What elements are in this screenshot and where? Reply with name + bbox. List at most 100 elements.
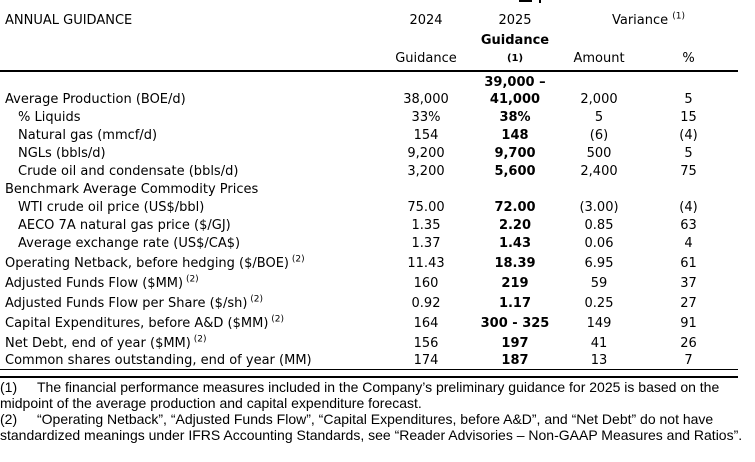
- row-label: % Liquids: [18, 110, 81, 125]
- row-label: Adjusted Funds Flow per Share ($/sh) (2): [5, 294, 264, 311]
- value-variance-amount: 0.06: [584, 236, 614, 251]
- value-2025-guidance: 72.00: [494, 200, 536, 215]
- row-label: WTI crude oil price (US$/bbl): [18, 200, 205, 215]
- value-2024-guidance: 3,200: [407, 164, 445, 179]
- value-2024-guidance: 1.37: [411, 236, 441, 251]
- row-label: Adjusted Funds Flow ($MM) (2): [5, 274, 199, 291]
- row-label: Operating Netback, before hedging ($/BOE…: [5, 254, 305, 271]
- value-2025-guidance: 2.20: [498, 218, 532, 233]
- footnotes: (1) The financial performance measures in…: [0, 379, 745, 443]
- value-variance-amount: 500: [586, 146, 612, 161]
- column-header-2024: 2024: [409, 13, 443, 28]
- row-label: NGLs (bbls/d): [18, 146, 106, 161]
- value-2025-guidance: 1.43: [498, 236, 532, 251]
- table-bottom-rule: [0, 370, 738, 378]
- table-row: NGLs (bbls/d) 9,200 9,700 500 5: [0, 144, 738, 162]
- value-variance-amount: 2,000: [580, 92, 618, 107]
- header-row-1: ANNUAL GUIDANCE 2024 2025 Variance (1): [0, 11, 738, 28]
- value-variance-percent: 91: [680, 316, 697, 331]
- table-row: Net Debt, end of year ($MM) (2) 156 197 …: [0, 332, 738, 352]
- value-variance-percent: 15: [680, 110, 697, 125]
- value-2024-guidance: 160: [413, 276, 439, 291]
- table-body: Average Production (BOE/d) 38,000 39,000…: [0, 72, 738, 370]
- value-variance-percent: 5: [684, 146, 693, 161]
- value-2025-guidance: 197: [501, 336, 529, 351]
- column-header-2025: 2025: [498, 13, 532, 28]
- value-variance-percent: 26: [680, 336, 697, 351]
- header-spacer: [0, 33, 471, 48]
- header-spacer: [0, 51, 381, 66]
- footnote-number: (1): [0, 379, 18, 395]
- value-2025-guidance: 1.17: [498, 296, 532, 311]
- value-variance-percent: (4): [679, 128, 698, 143]
- value-variance-amount: (3.00): [579, 200, 619, 215]
- value-2024-guidance: 9,200: [407, 146, 445, 161]
- table-row: Common shares outstanding, end of year (…: [0, 352, 738, 370]
- variance-label: Variance: [611, 13, 669, 28]
- row-label: Crude oil and condensate (bbls/d): [18, 164, 239, 179]
- row-label: Net Debt, end of year ($MM) (2): [5, 334, 207, 351]
- value-variance-amount: (6): [589, 128, 609, 143]
- table-row: Benchmark Average Commodity Prices: [0, 180, 738, 198]
- value-2024-guidance: 11.43: [407, 256, 445, 271]
- row-label: AECO 7A natural gas price ($/GJ): [18, 218, 231, 233]
- value-2025-guidance: 39,000 – 41,000: [484, 75, 546, 107]
- value-2025-guidance: 5,600: [494, 164, 536, 179]
- table-row: Operating Netback, before hedging ($/BOE…: [0, 252, 738, 272]
- column-subheader-2025-guidance: Guidance: [480, 33, 550, 48]
- footnote: (2) “Operating Netback”, “Adjusted Funds …: [0, 411, 745, 443]
- row-label: Benchmark Average Commodity Prices: [5, 182, 259, 197]
- table-row: Natural gas (mmcf/d) 154 148 (6) (4): [0, 126, 738, 144]
- value-variance-amount: 13: [590, 353, 608, 368]
- table-row: Adjusted Funds Flow ($MM) (2) 160 219 59…: [0, 272, 738, 292]
- value-variance-amount: 59: [590, 276, 608, 291]
- value-variance-amount: 0.25: [584, 296, 614, 311]
- value-variance-amount: 6.95: [584, 256, 614, 271]
- row-label: Average exchange rate (US$/CA$): [18, 236, 241, 251]
- value-variance-amount: 0.85: [584, 218, 614, 233]
- value-variance-amount: 2,400: [580, 164, 618, 179]
- row-label: Capital Expenditures, before A&D ($MM) (…: [5, 314, 285, 331]
- value-2025-guidance: 18.39: [494, 256, 536, 271]
- row-label: Average Production (BOE/d): [5, 92, 186, 107]
- value-variance-amount: 149: [586, 316, 612, 331]
- header-row-3: Guidance (1) Amount %: [0, 51, 738, 66]
- value-variance-percent: 7: [684, 353, 693, 368]
- table-row: Average exchange rate (US$/CA$) 1.37 1.4…: [0, 234, 738, 252]
- value-variance-amount: 41: [590, 336, 608, 351]
- value-2024-guidance: 75.00: [407, 200, 445, 215]
- value-variance-percent: (4): [679, 200, 698, 215]
- value-2024-guidance: 154: [413, 128, 439, 143]
- value-2024-guidance: 38,000: [403, 92, 449, 107]
- table-row: WTI crude oil price (US$/bbl) 75.00 72.0…: [0, 198, 738, 216]
- value-2024-guidance: 1.35: [411, 218, 441, 233]
- value-2025-guidance: 219: [501, 276, 529, 291]
- row-label: Common shares outstanding, end of year (…: [5, 353, 312, 368]
- table-header: ANNUAL GUIDANCE 2024 2025 Variance (1) G…: [0, 0, 738, 72]
- footnote: (1) The financial performance measures in…: [0, 379, 745, 411]
- guidance-footnote-ref: (1): [506, 53, 524, 64]
- footnote-text: The financial performance measures inclu…: [0, 379, 720, 411]
- value-2024-guidance: 156: [413, 336, 439, 351]
- footnote-text: “Operating Netback”, “Adjusted Funds Flo…: [0, 411, 743, 443]
- value-2024-guidance: 0.92: [411, 296, 441, 311]
- column-subheader-amount: Amount: [573, 51, 625, 66]
- value-variance-percent: 61: [680, 256, 697, 271]
- value-variance-percent: 4: [684, 236, 693, 251]
- cropped-text-artifact: [519, 0, 532, 2]
- table-row: Crude oil and condensate (bbls/d) 3,200 …: [0, 162, 738, 180]
- row-label: Natural gas (mmcf/d): [18, 128, 158, 143]
- value-2025-guidance: 9,700: [494, 146, 536, 161]
- variance-footnote-ref: (1): [672, 11, 686, 22]
- table-row: Adjusted Funds Flow per Share ($/sh) (2)…: [0, 292, 738, 312]
- value-2024-guidance: 174: [413, 353, 439, 368]
- table-row: % Liquids 33% 38% 5 15: [0, 108, 738, 126]
- value-variance-percent: 37: [680, 276, 697, 291]
- value-variance-amount: 5: [594, 110, 604, 125]
- header-row-2: Guidance: [0, 33, 738, 48]
- value-variance-percent: 75: [680, 164, 697, 179]
- value-2025-guidance: 300 - 325: [480, 316, 550, 331]
- value-2025-guidance: 38%: [499, 110, 531, 125]
- table-row: Capital Expenditures, before A&D ($MM) (…: [0, 312, 738, 332]
